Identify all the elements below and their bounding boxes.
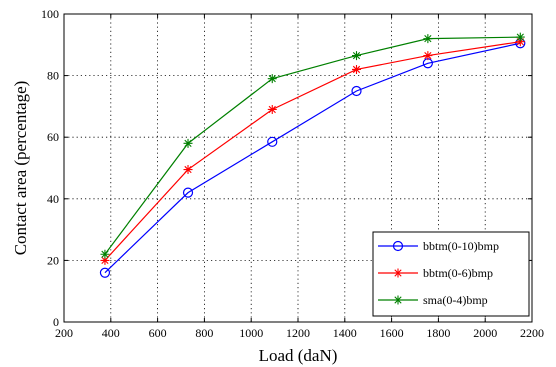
data-point-marker	[183, 138, 193, 148]
x-tick-label: 1000	[239, 326, 263, 340]
y-axis-label: Contact area (percentage)	[11, 81, 30, 256]
x-tick-label: 2000	[473, 326, 497, 340]
x-tick-label: 2200	[520, 326, 544, 340]
legend: bbtm(0-10)bmp bbtm(0-6)bmp sma(0-4)bmp	[372, 231, 530, 317]
legend-item: bbtm(0-6)bmp	[378, 266, 493, 280]
data-point-marker	[182, 187, 194, 198]
data-point-marker	[100, 255, 110, 265]
data-point-marker	[423, 51, 433, 61]
series-line	[104, 42, 521, 274]
legend-item: sma(0-4)bmp	[378, 293, 488, 307]
x-tick-label: 800	[195, 326, 213, 340]
legend-label: bbtm(0-6)bmp	[423, 266, 493, 280]
x-tick-label: 1200	[286, 326, 310, 340]
data-point-marker	[267, 104, 277, 114]
y-tick-label: 100	[41, 7, 59, 21]
legend-item: bbtm(0-10)bmp	[378, 239, 499, 253]
series-line	[104, 41, 521, 261]
data-point-marker	[515, 37, 525, 47]
x-tick-label: 600	[149, 326, 167, 340]
x-tick-label: 200	[55, 326, 73, 340]
legend-label: bbtm(0-10)bmp	[423, 239, 499, 253]
data-point-marker	[392, 240, 404, 252]
y-tick-label: 40	[47, 192, 59, 206]
data-point-marker	[351, 85, 362, 97]
data-point-marker	[99, 267, 111, 278]
tick-layer: 200 400 600 800 1000 1200 1400 1600 1800 2000 2200…	[41, 7, 544, 340]
y-tick-label: 80	[47, 69, 59, 83]
y-tick-label: 20	[47, 253, 59, 267]
data-point-marker	[267, 136, 278, 147]
x-axis-label: Load (daN)	[259, 346, 338, 365]
x-tick-label: 1800	[426, 326, 450, 340]
data-point-marker	[352, 51, 361, 61]
series-line	[104, 36, 521, 255]
x-tick-label: 400	[102, 326, 120, 340]
series-layer	[99, 32, 526, 278]
y-tick-label: 0	[53, 315, 59, 329]
data-point-marker	[393, 295, 403, 305]
y-tick-label: 60	[47, 130, 59, 144]
data-point-marker	[423, 34, 433, 44]
legend-label: sma(0-4)bmp	[423, 293, 488, 307]
x-tick-label: 1400	[333, 326, 357, 340]
data-point-marker	[515, 32, 525, 42]
x-tick-label: 1600	[380, 326, 404, 340]
series-bbtm(0-6)bmp	[100, 37, 525, 265]
data-point-marker	[100, 249, 110, 259]
data-point-marker	[267, 74, 277, 84]
data-point-marker	[183, 165, 193, 175]
data-point-marker	[352, 64, 361, 74]
series-sma(0-4)bmp	[100, 32, 525, 259]
data-point-marker	[393, 268, 403, 278]
